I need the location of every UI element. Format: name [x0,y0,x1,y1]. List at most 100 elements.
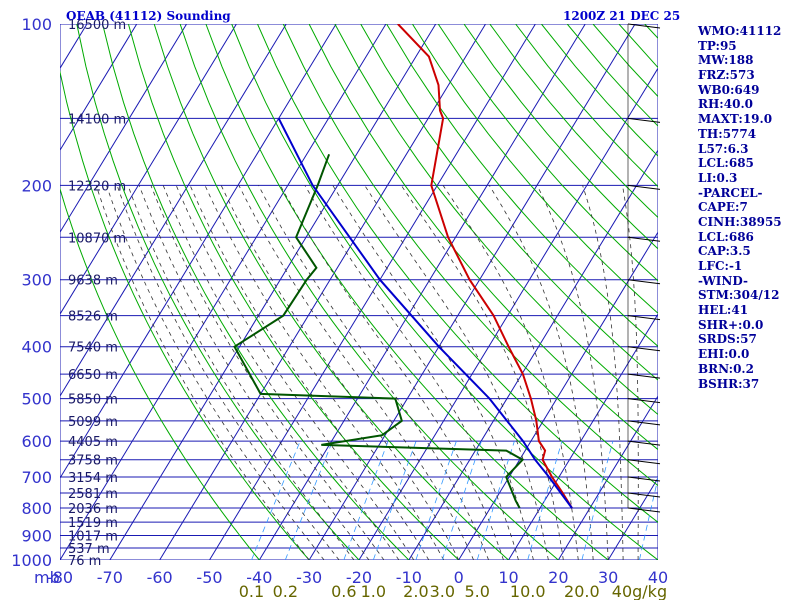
moist-adiabat [95,185,310,560]
mixing-ratio-label: 0.6 [331,582,356,600]
temperature-tick-label: -70 [97,568,123,587]
pressure-tick-label: 900 [21,526,52,545]
isotherm [109,24,437,560]
moist-adiabat [127,185,355,560]
index-value: FRZ:573 [698,68,755,83]
height-label: 1017 m [68,529,118,544]
height-label: 5099 m [68,415,118,430]
moist-adiabat [279,185,504,560]
mixing-ratio-line [251,440,301,560]
height-label: 10870 m [68,231,126,246]
height-label: 8526 m [68,310,118,325]
isotherm [358,67,658,560]
height-label: 7540 m [68,341,118,356]
temperature-tick-label: 10 [498,568,518,587]
dry-adiabat [360,24,658,381]
dry-adiabat [257,24,658,523]
wind-barb [627,398,661,404]
isotherm [60,24,138,152]
pressure-tick-label: 600 [21,432,52,451]
parcel-line [277,117,573,509]
mixing-ratio-label: 40g/kg [612,582,667,600]
wind-barb [627,236,661,242]
isotherm [209,24,536,560]
index-value: EHI:0.0 [698,347,750,362]
dry-adiabat [60,69,310,560]
moist-adiabat [175,185,415,560]
wind-barb [627,459,661,465]
height-label: 6650 m [68,368,118,383]
moist-adiabat [106,185,325,560]
mixing-ratio-label: 5.0 [464,582,489,600]
isotherm [60,24,287,398]
index-value: TH:5774 [698,126,757,141]
temperature-tick-label: -50 [196,568,222,587]
height-label: 14100 m [68,112,126,127]
height-label: 16500 m [68,18,126,33]
temperature-tick-label: 0 [454,568,464,587]
moist-adiabats [95,185,639,560]
isotherm [60,24,337,480]
index-value: SHR+:0.0 [698,317,764,332]
isotherm [60,24,237,316]
moist-adiabat [238,185,474,560]
temperature-tick-label: -10 [396,568,422,587]
height-label: 1519 m [68,516,118,531]
height-label: 2036 m [68,502,118,517]
dry-adiabat [282,24,658,487]
pressure-tick-label: 100 [21,15,52,34]
chart-title: OEAB (41112) Sounding [66,9,231,23]
dry-adiabat [127,24,460,560]
mixing-ratio-label: 1.0 [361,582,386,600]
pressure-tick-label: 800 [21,499,52,518]
wind-barb [627,476,661,482]
mixing-ratio-label: 0.2 [273,582,298,600]
wind-barb [627,492,661,498]
moist-adiabat [150,185,385,560]
pressure-tick-label: 200 [21,176,52,195]
pressure-tick-label: 500 [21,390,52,409]
dewpoint-line [233,153,525,509]
index-value: CAPE:7 [698,200,748,215]
temperature-tick-label: -30 [296,568,322,587]
mixing-ratio-label: 3.0 [430,582,455,600]
isotherm [408,149,658,560]
mixing-ratio-line [415,440,457,560]
isotherm [508,313,658,560]
temperature-tick-label: -80 [47,568,73,587]
height-label: 76 m [68,554,101,569]
wind-barb [627,440,661,446]
wind-barb [627,23,661,29]
mixing-ratio-line [284,440,333,560]
temperature-tick-label: 20 [548,568,568,587]
mixing-ratio-line [476,440,515,560]
height-label: 537 m [68,542,110,557]
dry-adiabat [102,24,410,560]
moist-adiabat [332,185,534,560]
pressure-tick-label: 1000 [11,551,52,570]
mixing-ratio-line [441,440,482,560]
temperature-tick-label: -40 [246,568,272,587]
mixing-ratio-label: 0.1 [239,582,264,600]
mixing-ratio-lines [251,440,658,560]
mixing-ratio-line [527,440,563,560]
moist-adiabat [162,185,400,560]
mixing-ratio-line [343,440,389,560]
wind-barb [627,279,661,285]
dry-adiabat [60,187,260,560]
wind-barb [627,346,661,352]
wind-barbs [627,23,661,513]
moist-adiabat [204,185,445,560]
index-value: LI:0.3 [698,170,738,185]
plot-frame [60,24,658,560]
index-value: CAP:3.5 [698,244,751,259]
moist-adiabat [442,185,579,560]
sounding-series [233,24,573,509]
isotherm [258,24,586,560]
height-label: 12320 m [68,179,126,194]
mixing-ratio-line [372,440,417,560]
temperature-tick-label: -20 [346,568,372,587]
temperature-line [397,24,573,509]
height-label: 9638 m [68,274,118,289]
isotherm [60,24,188,234]
